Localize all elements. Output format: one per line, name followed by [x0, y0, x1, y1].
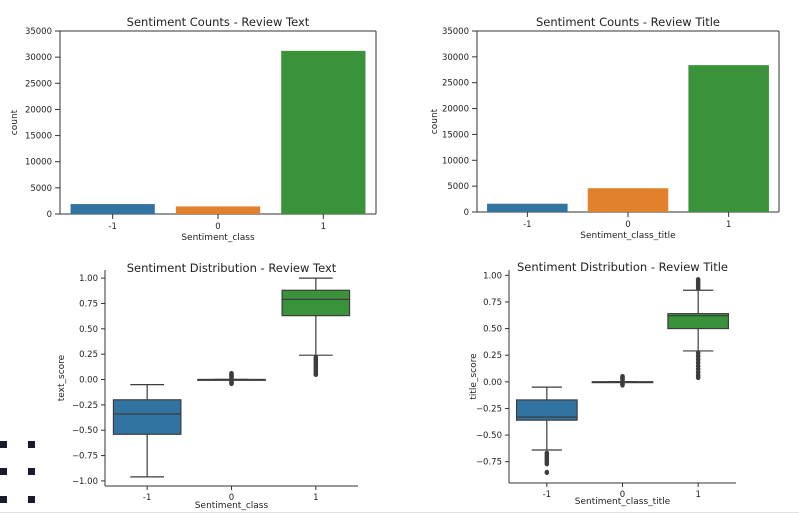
y-tick-label: 0.75 [483, 298, 502, 308]
y-tick-label: 25000 [442, 79, 469, 89]
bottom-divider [0, 512, 799, 513]
y-tick-label: 0 [47, 210, 52, 220]
y-tick-label: 10000 [25, 158, 52, 168]
y-axis-label: title_score [469, 353, 479, 400]
x-tick-label: -1 [523, 220, 531, 230]
y-tick-label: 0.00 [483, 378, 502, 388]
box-iqr [112, 399, 182, 435]
box-iqr [281, 289, 351, 317]
outlier-point [313, 371, 319, 378]
bar-1 [281, 50, 366, 214]
x-axis-label: Sentiment_class_title [580, 231, 676, 241]
outlier-point [544, 461, 550, 467]
x-tick-label: 1 [726, 220, 731, 230]
chart-svg: Sentiment Counts - Review Title 0 5000 1000… [430, 15, 780, 241]
box-0 [197, 370, 266, 387]
box-iqr [515, 399, 578, 421]
y-tick-label: 0.75 [79, 299, 98, 309]
y-tick-label: −0.50 [72, 426, 98, 436]
chart-sentiment-counts-title: Sentiment Counts - Review Title 0 5000 1000… [400, 0, 799, 255]
y-tick-label: 1.00 [483, 271, 502, 281]
box-1 [281, 277, 351, 378]
x-tick-label: -1 [108, 222, 116, 232]
y-tick-label: 25000 [25, 79, 52, 89]
y-tick-label: 0.50 [79, 325, 98, 335]
y-tick-label: 0 [464, 208, 469, 218]
box--1 [515, 386, 578, 475]
grid-dots-icon[interactable] [0, 435, 40, 510]
bar-1 [688, 65, 769, 212]
y-axis-label: count [430, 108, 440, 134]
chart-title: Sentiment Distribution - Review Title [517, 260, 728, 274]
y-tick-label: 15000 [442, 130, 469, 140]
x-tick-label: 1 [321, 222, 326, 232]
y-axis-label: text_score [57, 354, 67, 401]
y-tick-label: 0.25 [79, 350, 98, 360]
y-tick-label: −0.25 [476, 404, 502, 414]
x-axis-label: Sentiment_class [181, 233, 255, 243]
chart-sentiment-distribution-text: Sentiment Distribution - Review Text −1.0… [0, 255, 400, 515]
y-tick-label: −0.50 [476, 431, 502, 441]
box-0 [591, 373, 654, 388]
y-tick-label: 1.00 [79, 274, 98, 284]
chart-svg: Sentiment Counts - Review Text 0 5000 10000… [10, 15, 377, 243]
bar-0 [175, 206, 261, 214]
y-tick-label: 20000 [25, 105, 52, 115]
box-1 [667, 276, 730, 381]
dot [0, 496, 7, 503]
bar--1 [70, 204, 155, 214]
outlier-point [695, 276, 701, 283]
y-tick-label: 0.50 [483, 325, 502, 335]
chart-svg: Sentiment Distribution - Review Text −1.0… [57, 261, 358, 511]
outlier-point [620, 382, 625, 388]
x-tick-label: 1 [695, 490, 700, 500]
y-tick-label: −0.75 [476, 458, 502, 468]
x-tick-label: 0 [625, 220, 630, 230]
y-tick-label: −0.75 [72, 452, 98, 462]
dot [0, 441, 7, 448]
outlier-point [620, 377, 625, 383]
y-tick-label: 35000 [25, 27, 52, 37]
x-tick-label: 0 [215, 222, 220, 232]
x-tick-label: 1 [313, 493, 318, 503]
dot [28, 441, 35, 448]
outlier-point [695, 374, 701, 381]
y-tick-label: 0.25 [483, 351, 502, 361]
y-tick-label: 30000 [25, 53, 52, 63]
dot [28, 496, 35, 503]
chart-title: Sentiment Counts - Review Text [127, 15, 310, 29]
chart-sentiment-distribution-title: Sentiment Distribution - Review Title −0.… [400, 255, 799, 515]
x-axis-label: Sentiment_class_title [575, 497, 671, 507]
bar--1 [487, 203, 568, 212]
y-tick-label: 15000 [25, 132, 52, 142]
y-tick-label: 5000 [30, 184, 52, 194]
chart-title: Sentiment Counts - Review Title [536, 15, 720, 29]
x-tick-label: 0 [620, 490, 625, 500]
bar-0 [587, 188, 669, 212]
outlier-point [229, 374, 234, 381]
box--1 [112, 383, 182, 478]
y-tick-label: 30000 [442, 53, 469, 63]
y-axis-label: count [10, 109, 20, 135]
dot [0, 468, 7, 475]
x-tick-label: 0 [229, 493, 234, 503]
y-tick-label: 0.00 [79, 376, 98, 386]
y-tick-label: −1.00 [72, 477, 98, 487]
y-tick-label: 20000 [442, 105, 469, 115]
x-tick-label: -1 [143, 493, 151, 503]
y-tick-label: 5000 [447, 182, 469, 192]
box-iqr [667, 313, 730, 330]
chart-title: Sentiment Distribution - Review Text [127, 261, 337, 275]
outlier-point [544, 469, 550, 475]
x-tick-label: -1 [543, 490, 551, 500]
y-tick-label: 35000 [442, 27, 469, 37]
chart-svg: Sentiment Distribution - Review Title −0.… [469, 260, 736, 507]
y-tick-label: −0.25 [72, 401, 98, 411]
dot [28, 468, 35, 475]
chart-sentiment-counts-text: Sentiment Counts - Review Text 0 5000 10000… [0, 0, 400, 255]
y-tick-label: 10000 [442, 156, 469, 166]
x-axis-label: Sentiment_class [195, 501, 269, 511]
outlier-point [229, 380, 234, 387]
